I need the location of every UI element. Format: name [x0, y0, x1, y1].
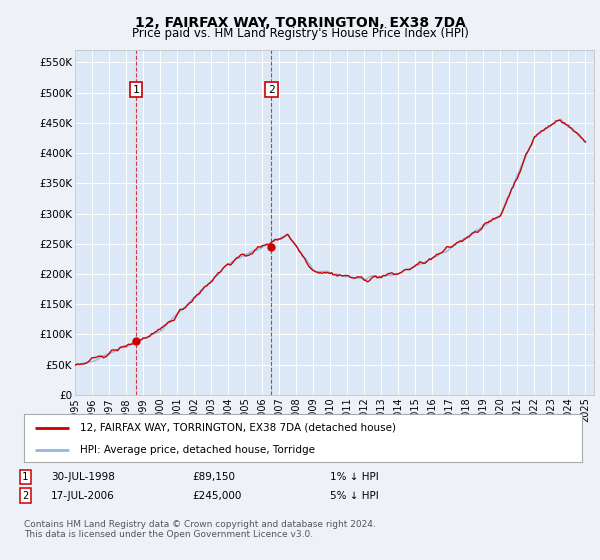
Text: £245,000: £245,000 — [192, 491, 241, 501]
Text: £89,150: £89,150 — [192, 472, 235, 482]
Text: 2: 2 — [22, 491, 28, 501]
Text: 1% ↓ HPI: 1% ↓ HPI — [330, 472, 379, 482]
Text: HPI: Average price, detached house, Torridge: HPI: Average price, detached house, Torr… — [80, 445, 315, 455]
Text: 12, FAIRFAX WAY, TORRINGTON, EX38 7DA: 12, FAIRFAX WAY, TORRINGTON, EX38 7DA — [134, 16, 466, 30]
Text: Contains HM Land Registry data © Crown copyright and database right 2024.
This d: Contains HM Land Registry data © Crown c… — [24, 520, 376, 539]
Text: 12, FAIRFAX WAY, TORRINGTON, EX38 7DA (detached house): 12, FAIRFAX WAY, TORRINGTON, EX38 7DA (d… — [80, 423, 396, 433]
Text: 2: 2 — [268, 85, 275, 95]
Text: 17-JUL-2006: 17-JUL-2006 — [51, 491, 115, 501]
Text: 5% ↓ HPI: 5% ↓ HPI — [330, 491, 379, 501]
Text: 1: 1 — [133, 85, 139, 95]
Text: 1: 1 — [22, 472, 28, 482]
Text: Price paid vs. HM Land Registry's House Price Index (HPI): Price paid vs. HM Land Registry's House … — [131, 27, 469, 40]
Text: 30-JUL-1998: 30-JUL-1998 — [51, 472, 115, 482]
